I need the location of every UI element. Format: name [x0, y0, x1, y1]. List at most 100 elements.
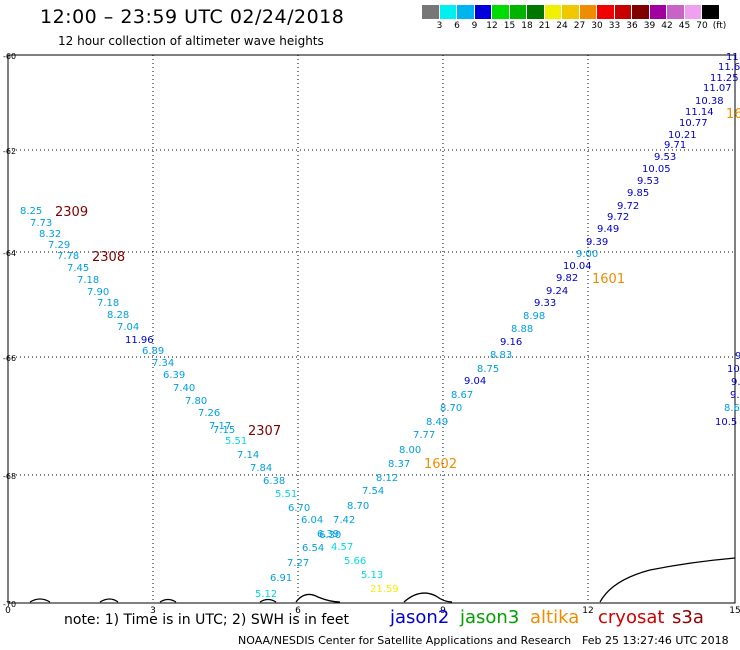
wave-height-value: 9.53: [637, 176, 659, 187]
pass-number-label: 1602: [424, 457, 457, 472]
wave-height-value: 7.15: [213, 425, 235, 436]
wave-height-value: 8.49: [426, 417, 448, 428]
color-scale-label: 15: [503, 21, 516, 31]
wave-height-value: 7.18: [77, 275, 99, 286]
color-swatch: [702, 5, 720, 19]
color-scale-label: 70: [696, 21, 708, 31]
latitude-label: -66: [3, 354, 16, 363]
pass-labels: 2309 2308 2307 1602 1601 16: [55, 107, 740, 472]
credit-text: NOAA/NESDIS Center for Satellite Applica…: [238, 634, 572, 647]
color-swatch: [492, 5, 510, 19]
wave-height-value: 8.32: [39, 229, 61, 240]
wave-height-value: 6.89: [142, 346, 164, 357]
wave-height-value: 7.84: [250, 463, 272, 474]
color-swatch: [562, 5, 580, 19]
wave-height-value: 4.57: [331, 542, 353, 553]
legend-jason2: jason2: [390, 607, 450, 628]
wave-height-value: 8.83: [490, 350, 512, 361]
latitude-label: -62: [3, 147, 16, 156]
pass-number-label: 2307: [248, 424, 281, 439]
wave-height-value: 10.05: [642, 164, 671, 175]
time-axis-labels: 0 3 6 9 12 15: [5, 606, 740, 616]
wave-height-value: 9.00: [576, 249, 598, 260]
color-swatch: [474, 5, 492, 19]
color-swatch: [614, 5, 632, 19]
map-subtitle: 12 hour collection of altimeter wave hei…: [58, 34, 324, 48]
wave-height-value: 9.71: [664, 140, 686, 151]
wave-height-value: 9: [735, 351, 740, 362]
wave-height-value: 5.51: [225, 436, 247, 447]
color-scale-label: 30: [591, 21, 603, 31]
color-swatch: [544, 5, 562, 19]
time-tick-label: 3: [150, 606, 156, 616]
wave-height-value: 8.75: [477, 364, 499, 375]
wave-height-value: 6.54: [302, 543, 324, 554]
latitude-labels: -60 -62 -64 -66 -68 -70: [3, 52, 16, 609]
color-scale-label: 45: [678, 21, 691, 31]
color-scale-label: 33: [608, 21, 621, 31]
wave-height-value: 7.77: [413, 430, 435, 441]
color-swatch: [684, 5, 702, 19]
color-scale-label: (ft): [712, 21, 727, 31]
wave-height-value: 6.30: [319, 530, 341, 541]
color-scale-label: 21: [538, 21, 551, 31]
wave-height-value: 9.16: [500, 337, 522, 348]
altimeter-track: 8.257.738.327.297.787.457.187.907.188.28…: [20, 52, 740, 600]
wave-height-value: 11.96: [125, 335, 154, 346]
latitude-label: -64: [3, 249, 16, 258]
legend-cryosat: cryosat: [598, 607, 665, 628]
wave-height-value: 7.73: [30, 218, 52, 229]
wave-height-value: 10.: [727, 364, 740, 375]
wave-height-value: 9.33: [534, 298, 556, 309]
wave-height-value: 11.07: [703, 83, 732, 94]
wave-height-value: 7.80: [185, 396, 207, 407]
wave-height-value: 8.00: [399, 445, 421, 456]
color-scale-label: 18: [521, 21, 533, 31]
wave-height-value: 9.82: [556, 273, 578, 284]
wave-height-value: 6.39: [163, 370, 185, 381]
color-scale-label: 39: [643, 21, 656, 31]
wave-height-value: 8.25: [20, 206, 42, 217]
color-swatch: [439, 5, 457, 19]
color-scale-label: 36: [626, 21, 638, 31]
wave-height-value: 6.04: [301, 515, 323, 526]
wave-height-value: 8.67: [451, 390, 473, 401]
wave-height-value: 8.88: [511, 324, 533, 335]
color-scale-label: 27: [573, 21, 586, 31]
wave-height-value: 9.72: [607, 212, 629, 223]
color-scale-label: 24: [556, 21, 568, 31]
wave-height-value: 7.18: [97, 298, 119, 309]
wave-height-value: 9.49: [597, 224, 619, 235]
wave-height-value: 21.59: [370, 584, 399, 595]
wave-height-value: 7.45: [67, 263, 89, 274]
map-frame: [7, 54, 736, 604]
color-swatch: [422, 5, 440, 19]
map-title: 12:00 – 23:59 UTC 02/24/2018: [40, 6, 345, 28]
color-scale-label: 9: [471, 21, 478, 31]
color-scale-label: 42: [661, 21, 673, 31]
pass-number-label: 1601: [592, 272, 625, 287]
wave-height-value: 6.38: [263, 476, 285, 487]
wave-height-value: 9.0: [730, 390, 740, 401]
footer-note: note: 1) Time is in UTC; 2) SWH is in fe…: [64, 612, 350, 628]
wave-height-value: 8.37: [388, 459, 410, 470]
coastline: [29, 557, 736, 603]
wave-height-value: 7.29: [48, 240, 70, 251]
wave-height-value: 9.: [731, 377, 740, 388]
wave-height-value: 6.91: [270, 573, 292, 584]
wave-height-value: 9.39: [586, 237, 608, 248]
color-scale-labels: 3 6 9 12 15 18 21 24 27 30 33 36 39 42 45 70 (ft): [422, 21, 740, 35]
wave-height-value: 7.42: [333, 515, 355, 526]
color-scale-label: 12: [486, 21, 498, 31]
time-tick-label: 12: [582, 606, 593, 616]
wave-height-value: 8.12: [376, 473, 398, 484]
color-swatch: [632, 5, 650, 19]
wave-height-value: 7.14: [237, 450, 259, 461]
wave-height-value: 9.72: [617, 201, 639, 212]
wave-height-value: 11: [726, 52, 739, 63]
map-gridlines: [8, 55, 735, 603]
wave-height-value: 5.13: [361, 570, 383, 581]
latitude-label: -70: [3, 600, 16, 609]
wave-height-value: 5.51: [275, 489, 297, 500]
